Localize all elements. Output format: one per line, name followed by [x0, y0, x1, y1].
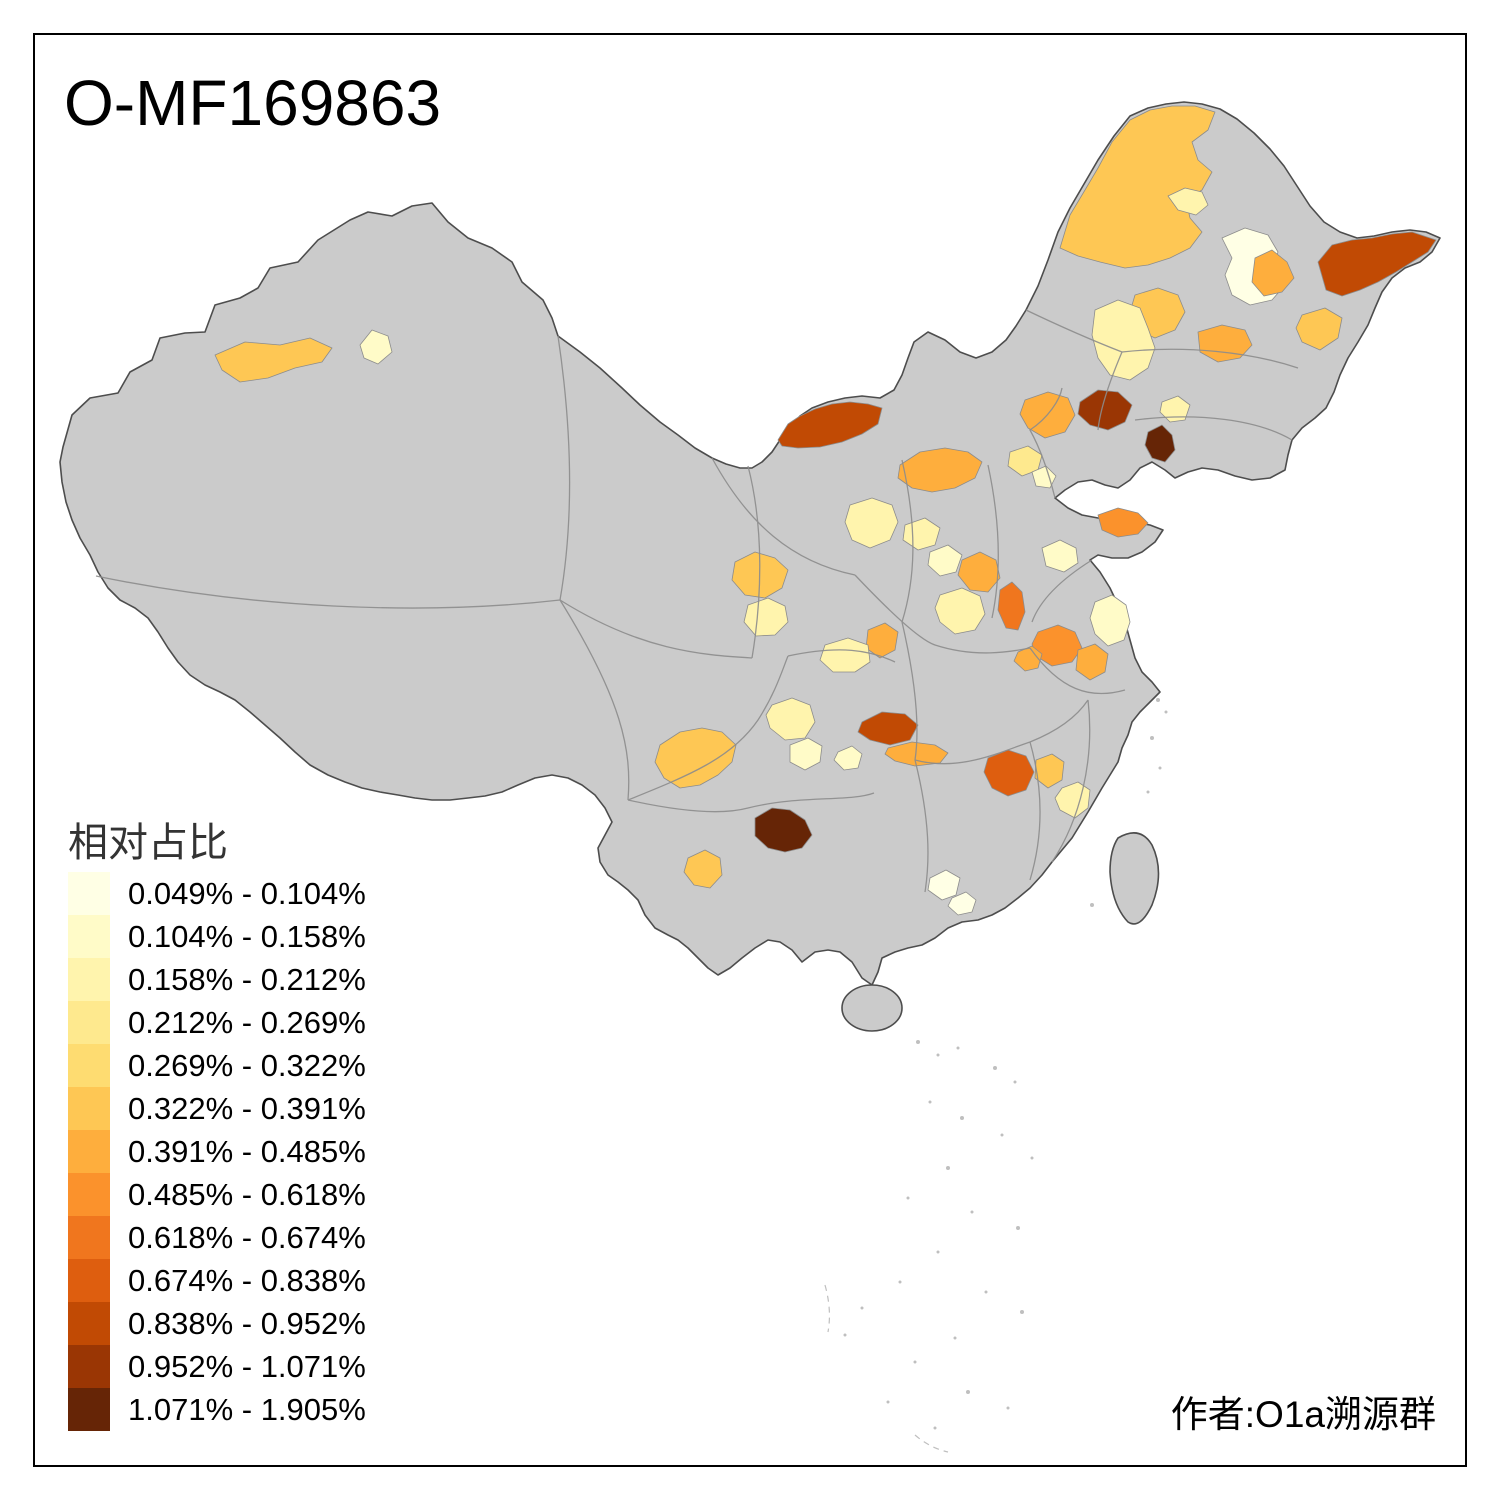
legend-label: 0.212% - 0.269% [128, 1004, 366, 1040]
legend-swatch [68, 1388, 110, 1431]
map-region [1097, 507, 1149, 538]
legend-title: 相对占比 [68, 821, 228, 865]
map-region [743, 597, 789, 637]
map-region [957, 551, 1001, 593]
legend-label: 0.104% - 0.158% [128, 918, 366, 954]
map-region [683, 849, 723, 889]
map-region [983, 749, 1035, 797]
legend-label: 0.322% - 0.391% [128, 1090, 366, 1126]
map-region [1075, 643, 1109, 681]
map-region [1159, 395, 1191, 423]
legend-row: 0.838% - 0.952% [68, 1302, 366, 1345]
page-title: O-MF169863 [64, 67, 442, 139]
legend-row: 0.952% - 1.071% [68, 1345, 366, 1388]
province-borders [95, 309, 1299, 893]
map-region [927, 869, 961, 901]
map-region [1144, 424, 1176, 463]
sea-dashed-lines [824, 1284, 949, 1453]
map-region [947, 891, 977, 916]
legend-swatch [68, 1044, 110, 1087]
hainan-island [841, 984, 903, 1032]
map-region [765, 697, 816, 741]
legend-label: 0.485% - 0.618% [128, 1176, 366, 1212]
legend-swatch [68, 1001, 110, 1044]
legend-label: 0.158% - 0.212% [128, 961, 366, 997]
legend-label: 0.049% - 0.104% [128, 875, 366, 911]
legend-label: 0.269% - 0.322% [128, 1047, 366, 1083]
map-region [754, 807, 813, 853]
map-region [1034, 753, 1065, 789]
map-region [1317, 231, 1437, 297]
legend-row: 0.391% - 0.485% [68, 1130, 366, 1173]
legend-swatch [68, 958, 110, 1001]
legend-swatch [68, 872, 110, 915]
legend-row: 0.269% - 0.322% [68, 1044, 366, 1087]
map-region [789, 737, 823, 771]
map-region [214, 337, 333, 383]
legend-row: 0.158% - 0.212% [68, 958, 366, 1001]
map-region [1054, 781, 1091, 819]
map-region [654, 727, 737, 789]
legend-label: 0.674% - 0.838% [128, 1262, 366, 1298]
map-region [1059, 105, 1216, 269]
map-region [1197, 324, 1253, 363]
legend-swatch [68, 1130, 110, 1173]
legend-row: 1.071% - 1.905% [68, 1388, 366, 1431]
map-region [1251, 249, 1295, 297]
legend-row: 0.618% - 0.674% [68, 1216, 366, 1259]
legend-label: 0.391% - 0.485% [128, 1133, 366, 1169]
legend-row: 0.674% - 0.838% [68, 1259, 366, 1302]
legend-label: 0.952% - 1.071% [128, 1348, 366, 1384]
legend-swatch [68, 1173, 110, 1216]
map-region [359, 329, 393, 365]
legend-row: 0.212% - 0.269% [68, 1001, 366, 1044]
legend-label: 0.618% - 0.674% [128, 1219, 366, 1255]
map-region [927, 544, 963, 577]
map-region [819, 637, 871, 673]
map-region [777, 401, 883, 449]
map-region [1295, 307, 1343, 351]
legend-row: 0.049% - 0.104% [68, 872, 366, 915]
legend: 0.049% - 0.104% 0.104% - 0.158% 0.158% -… [68, 872, 366, 1431]
taiwan-island [1109, 832, 1160, 925]
map-region [997, 581, 1026, 631]
legend-label: 1.071% - 1.905% [128, 1391, 366, 1427]
map-region [1031, 465, 1057, 489]
map-region [844, 497, 899, 549]
legend-swatch [68, 1259, 110, 1302]
legend-row: 0.104% - 0.158% [68, 915, 366, 958]
sea-islets [843, 698, 1168, 1430]
map-region [857, 711, 919, 746]
map-region [1041, 539, 1079, 573]
attribution: 作者:O1a溯源群 [1170, 1394, 1436, 1435]
map-region [934, 587, 986, 635]
map-region [1077, 389, 1133, 431]
legend-row: 0.322% - 0.391% [68, 1087, 366, 1130]
legend-row: 0.485% - 0.618% [68, 1173, 366, 1216]
map-region [1089, 594, 1131, 647]
legend-label: 0.838% - 0.952% [128, 1305, 366, 1341]
legend-swatch [68, 1302, 110, 1345]
map-region [833, 745, 863, 771]
map-region [1167, 187, 1209, 216]
map-region [1013, 645, 1043, 672]
legend-swatch [68, 1216, 110, 1259]
map-region [1091, 299, 1156, 381]
legend-swatch [68, 1087, 110, 1130]
legend-swatch [68, 1345, 110, 1388]
legend-swatch [68, 915, 110, 958]
